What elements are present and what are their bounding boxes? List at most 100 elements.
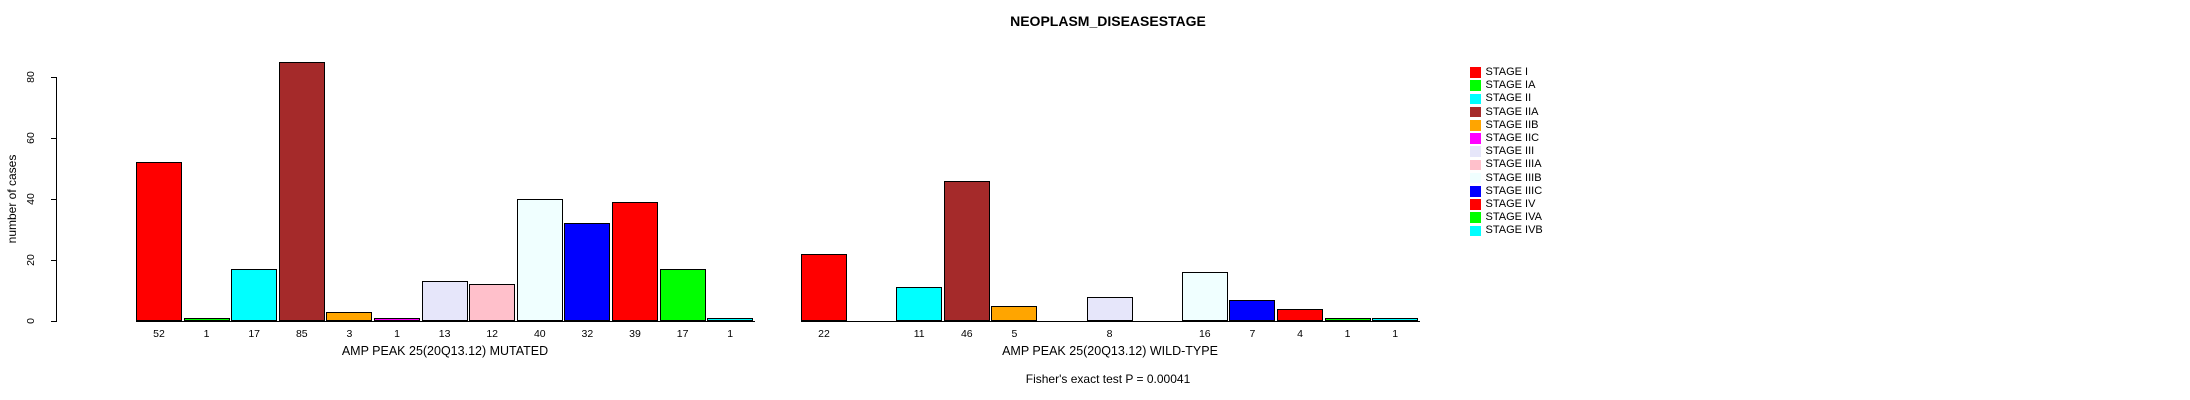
bar-value-label: 1	[1344, 328, 1351, 340]
legend-swatch	[1470, 172, 1481, 184]
y-axis-label: number of cases	[5, 154, 19, 244]
bar-stage-iiib	[1181, 272, 1228, 321]
bar-value-label: 46	[960, 328, 973, 340]
legend-swatch	[1470, 120, 1481, 131]
bar-stage-i	[801, 254, 847, 321]
bar-value-label: 1	[727, 328, 734, 340]
legend-item-stage-ii: STAGE II	[1470, 92, 1531, 105]
bar-value-label: 7	[1249, 328, 1256, 340]
legend-label: STAGE IIIC	[1485, 184, 1543, 197]
x-axis-baseline	[136, 321, 755, 322]
bar-value-label: 17	[676, 328, 689, 340]
legend-item-stage-iiia: STAGE IIIA	[1470, 158, 1542, 171]
y-tick-label: 20	[25, 254, 37, 266]
x-axis-baseline	[801, 321, 1420, 322]
y-tick-mark	[51, 138, 57, 139]
legend-item-stage-i: STAGE I	[1470, 66, 1528, 79]
legend-label: STAGE III	[1485, 145, 1535, 158]
y-tick-mark	[51, 199, 57, 200]
legend-label: STAGE IVB	[1485, 224, 1543, 237]
legend-label: STAGE II	[1485, 92, 1532, 105]
legend-swatch	[1470, 212, 1481, 223]
bar-value-label: 85	[295, 328, 308, 340]
legend-item-stage-iiic: STAGE IIIC	[1470, 185, 1542, 198]
bar-stage-iva	[1324, 318, 1371, 321]
chart-title: NEOPLASM_DISEASESTAGE	[1010, 13, 1206, 29]
y-tick-mark	[51, 321, 57, 322]
legend-swatch	[1470, 80, 1481, 91]
legend-item-stage-ivb: STAGE IVB	[1470, 224, 1543, 237]
bar-stage-iia	[943, 181, 990, 321]
y-tick-label: 40	[25, 193, 37, 205]
bar-stage-iiia	[469, 284, 516, 321]
y-tick-label: 80	[25, 71, 37, 83]
legend-label: STAGE IIC	[1485, 132, 1540, 144]
y-tick-mark	[51, 260, 57, 261]
bar-value-label: 17	[248, 328, 261, 340]
bar-value-label: 40	[533, 328, 546, 340]
bar-value-label: 4	[1297, 328, 1303, 340]
legend-label: STAGE IIA	[1485, 105, 1539, 118]
bar-stage-iiic	[1229, 300, 1276, 321]
legend-item-stage-iii: STAGE III	[1470, 145, 1534, 158]
legend-item-stage-iiib: STAGE IIIB	[1470, 172, 1542, 185]
legend-label: STAGE IIIB	[1485, 171, 1542, 184]
bar-value-label: 22	[818, 328, 830, 340]
group-label-wild-type: AMP PEAK 25(20Q13.12) WILD-TYPE	[1002, 344, 1218, 358]
legend-label: STAGE IIIA	[1485, 158, 1542, 171]
legend-swatch	[1470, 225, 1481, 237]
legend-item-stage-iva: STAGE IVA	[1470, 211, 1542, 224]
legend-item-stage-iib: STAGE IIB	[1470, 119, 1538, 132]
bar-stage-iib	[326, 312, 373, 321]
bar-value-label: 3	[346, 328, 353, 340]
bar-stage-ivb	[707, 318, 754, 321]
y-tick-mark	[51, 77, 57, 78]
legend-label: STAGE I	[1485, 66, 1529, 78]
legend-swatch	[1470, 93, 1481, 105]
bar-value-label: 12	[486, 328, 499, 340]
group-label-mutated: AMP PEAK 25(20Q13.12) MUTATED	[341, 344, 549, 358]
bar-stage-iiic	[564, 223, 611, 321]
bar-value-label: 52	[153, 328, 165, 340]
legend-swatch	[1470, 199, 1481, 210]
legend-label: STAGE IVA	[1485, 211, 1542, 224]
bar-stage-ia	[183, 318, 230, 321]
bar-value-label: 16	[1198, 328, 1211, 340]
bar-stage-iii	[1086, 297, 1133, 321]
bar-stage-iv	[612, 202, 658, 321]
legend-item-stage-ia: STAGE IA	[1470, 79, 1535, 92]
legend-label: STAGE IV	[1485, 198, 1536, 210]
legend-swatch	[1470, 146, 1481, 157]
bar-stage-iv	[1277, 309, 1323, 321]
fisher-annotation: Fisher's exact test P = 0.00041	[1025, 372, 1191, 386]
bar-stage-i	[136, 162, 182, 321]
legend-label: STAGE IIB	[1485, 118, 1539, 131]
legend-label: STAGE IA	[1485, 79, 1536, 92]
legend-item-stage-iia: STAGE IIA	[1470, 106, 1538, 119]
legend-swatch	[1470, 133, 1481, 144]
bar-value-label: 1	[394, 328, 400, 340]
bar-stage-iva	[659, 269, 706, 321]
bar-stage-ivb	[1372, 318, 1419, 321]
bar-stage-iia	[278, 62, 325, 321]
bar-value-label: 13	[438, 328, 451, 340]
bar-value-label: 5	[1011, 328, 1018, 340]
y-tick-label: 60	[25, 132, 37, 144]
bar-stage-iic	[374, 318, 420, 321]
legend-swatch	[1470, 106, 1481, 118]
bar-value-label: 32	[581, 328, 594, 340]
bar-value-label: 11	[913, 328, 925, 340]
bar-value-label: 8	[1106, 328, 1113, 340]
legend-item-stage-iv: STAGE IV	[1470, 198, 1535, 211]
bar-stage-ii	[231, 269, 278, 321]
bar-stage-iii	[421, 281, 468, 321]
bar-value-label: 39	[629, 328, 641, 340]
legend-item-stage-iic: STAGE IIC	[1470, 132, 1539, 145]
legend-swatch	[1470, 159, 1481, 171]
y-tick-label: 0	[25, 318, 37, 324]
bar-value-label: 1	[203, 328, 210, 340]
bar-stage-ii	[896, 287, 943, 321]
bar-value-label: 1	[1392, 328, 1399, 340]
bar-stage-iiib	[516, 199, 563, 321]
